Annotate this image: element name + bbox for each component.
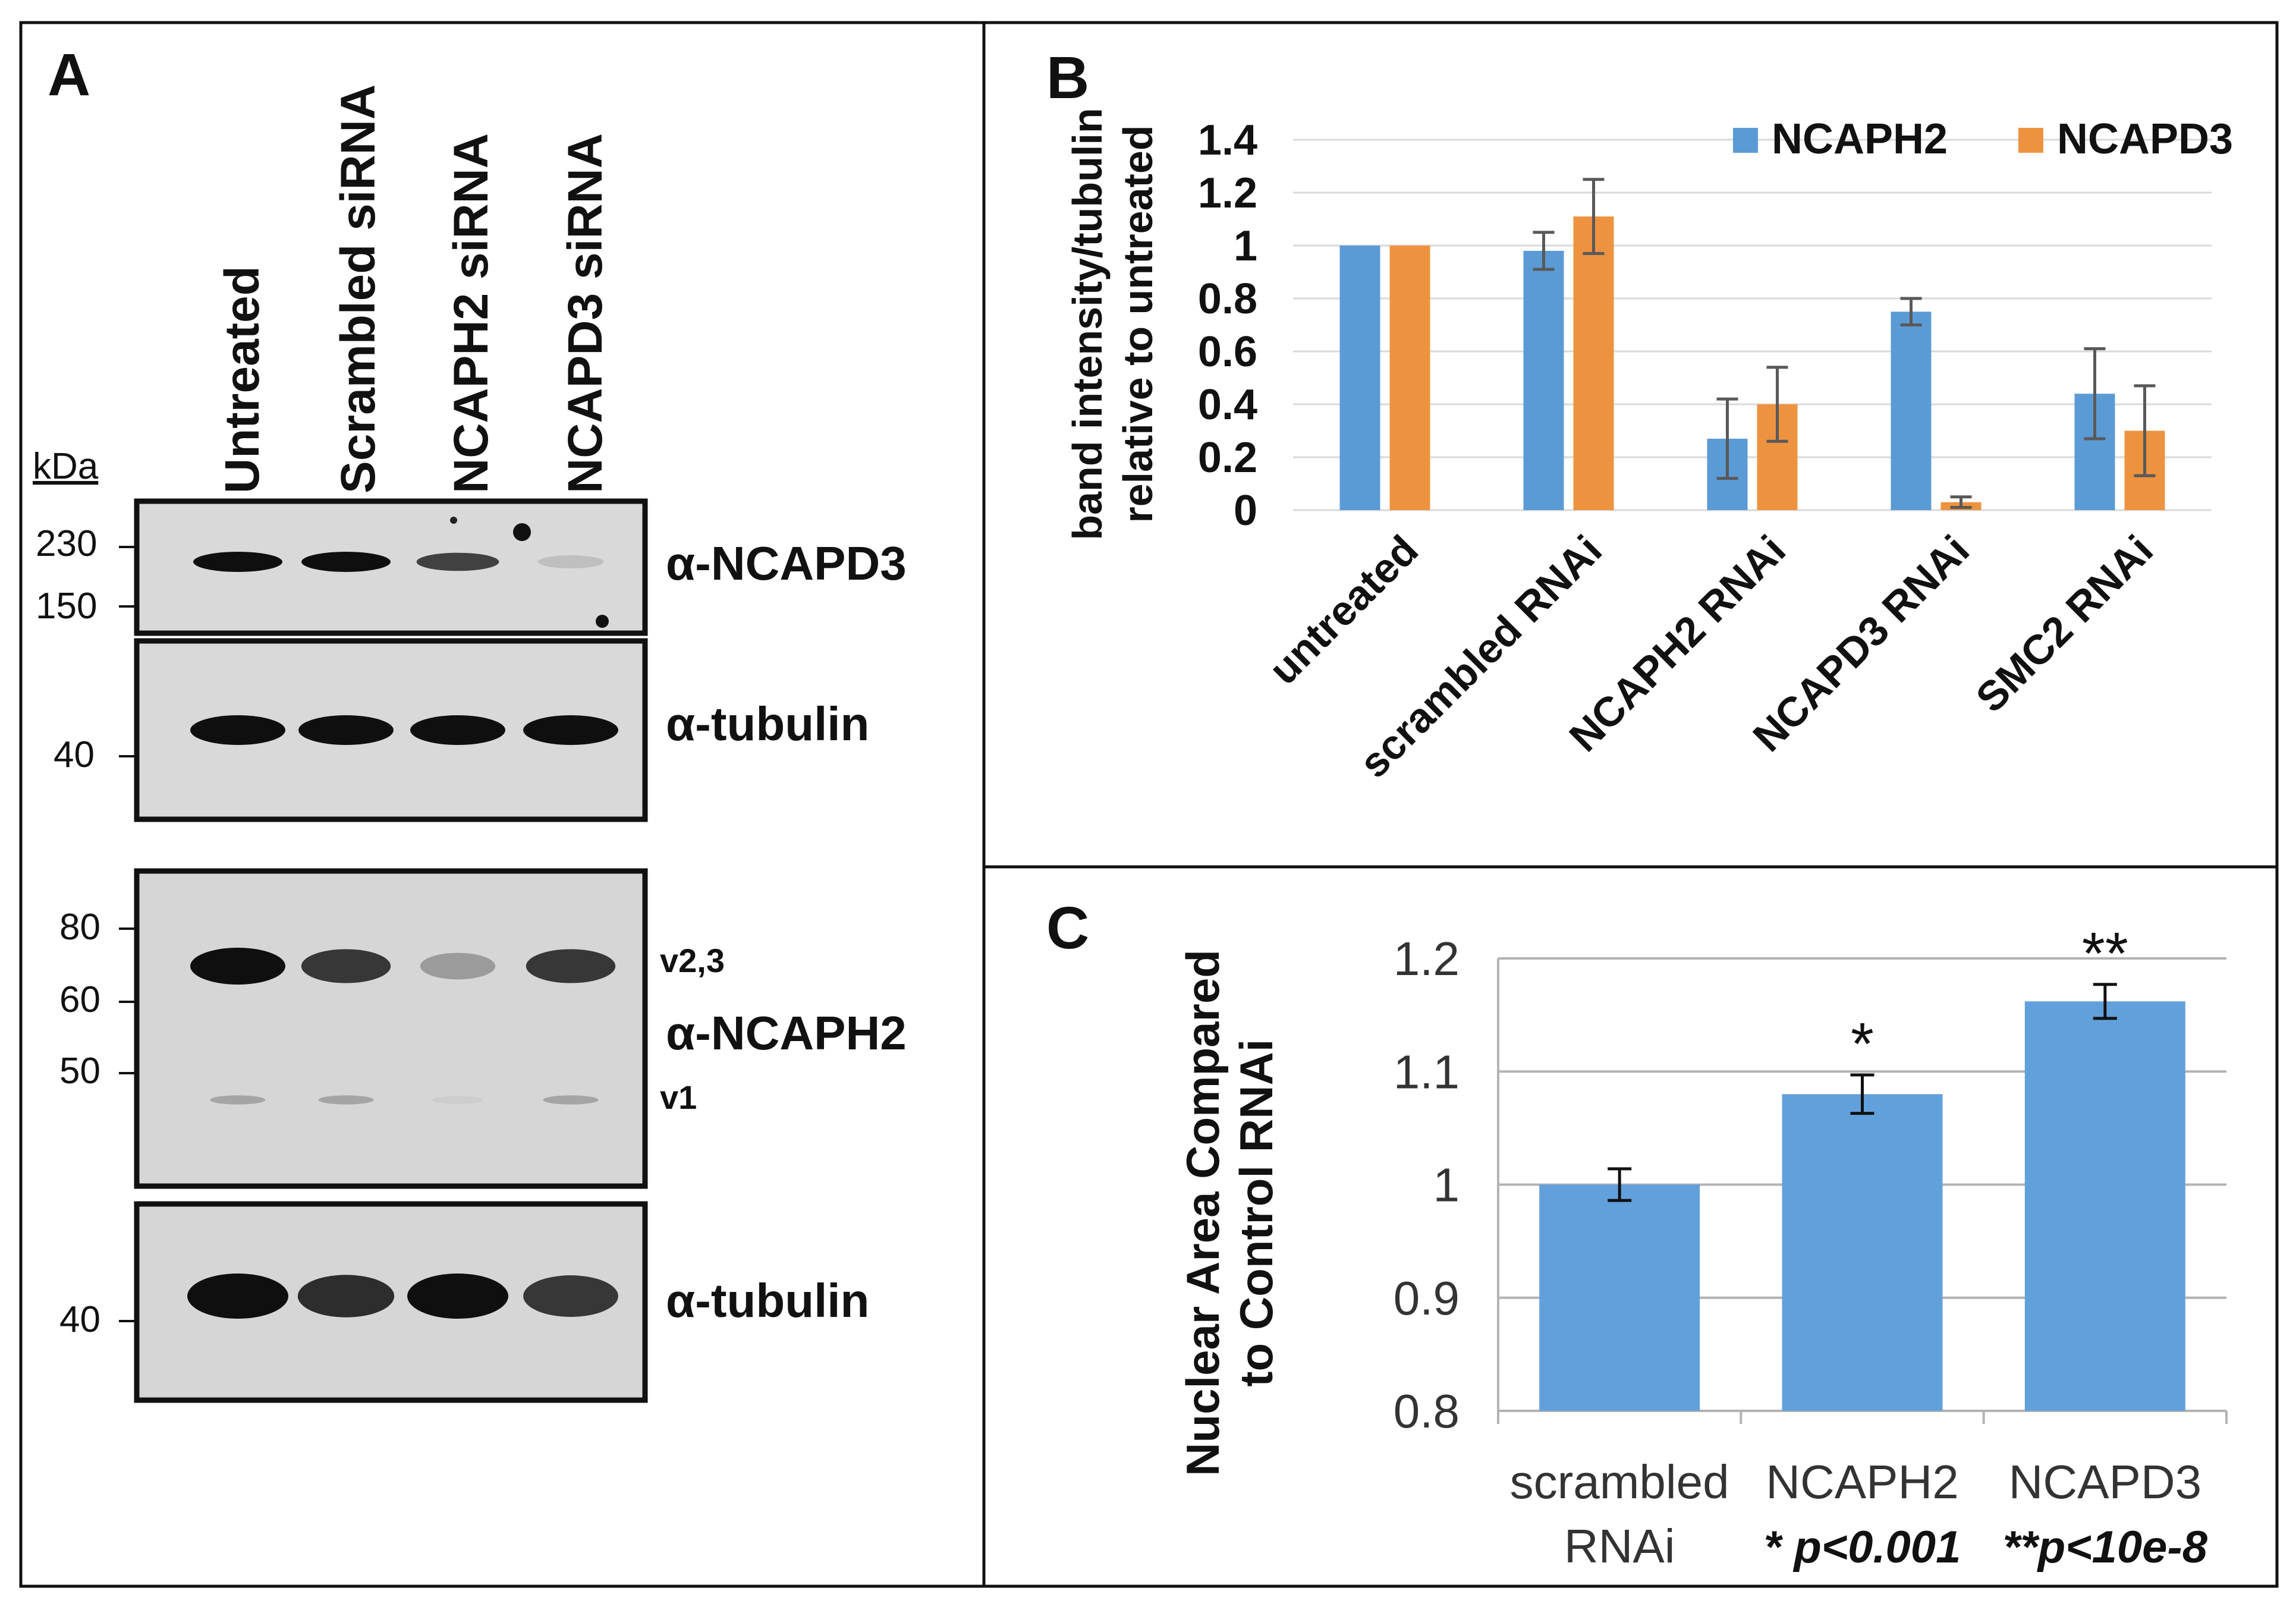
blot-band [410, 715, 505, 745]
bar [1891, 312, 1932, 510]
y-tick-label: 0.2 [1198, 434, 1257, 482]
marker-label: 60 [59, 979, 100, 1020]
y-tick-label: 1 [1433, 1159, 1460, 1212]
blot-band [301, 552, 391, 572]
blot-speck [513, 523, 531, 541]
blot-band [193, 552, 282, 572]
marker-label: 40 [54, 734, 95, 775]
lane-label: NCAPD3 siRNA [558, 133, 612, 493]
marker-label: 230 [36, 523, 97, 564]
legend-label: NCAPH2 [1772, 115, 1948, 163]
blot-band [210, 1095, 266, 1105]
blot-band [190, 948, 285, 985]
blot-band [537, 555, 604, 569]
variant-label: v1 [660, 1079, 697, 1116]
y-axis-label: Nuclear Area Compared [1177, 949, 1229, 1476]
blot-band [420, 952, 496, 980]
blot-band [301, 949, 391, 983]
significance-marker: * [1851, 1011, 1874, 1077]
antibody-label: α-NCAPH2 [666, 1007, 907, 1059]
x-tick-label: NCAPH2 [1766, 1455, 1959, 1508]
bar [1339, 246, 1380, 510]
blot-band [432, 1096, 483, 1104]
lane-label: Scrambled siRNA [331, 84, 385, 493]
y-tick-label: 1 [1234, 222, 1257, 270]
panel-b-label: B [1046, 45, 1089, 111]
blot-band [407, 1274, 508, 1319]
kda-label: kDa [33, 446, 99, 487]
legend-swatch [1733, 128, 1758, 153]
y-tick-label: 1.1 [1394, 1045, 1460, 1098]
blot-band [298, 715, 394, 745]
blot-speck [450, 517, 457, 524]
blot-band [523, 1275, 618, 1317]
blot-ncapd3: 230 150 α-NCAPD3 [36, 498, 907, 636]
blot-tubulin-1: 40 α-tubulin [54, 638, 869, 822]
antibody-label: α-NCAPD3 [666, 537, 907, 590]
blot-band [187, 1274, 288, 1319]
panel-a-label: A [48, 42, 90, 108]
marker-label: 150 [36, 586, 97, 627]
blot-band [526, 949, 616, 983]
blot-band [297, 1275, 395, 1318]
bar [2024, 1001, 2185, 1411]
lane-label: NCAPH2 siRNA [444, 133, 498, 493]
y-tick-label: 1.4 [1198, 117, 1257, 164]
p-value-label: **p<10e-8 [2003, 1522, 2208, 1573]
y-tick-label: 0.8 [1198, 275, 1257, 323]
blot-band [318, 1095, 374, 1105]
blot-band [523, 715, 618, 745]
panel-b: B band intensity/tubulin relative to unt… [982, 21, 2279, 869]
antibody-label: α-tubulin [666, 697, 869, 750]
bar [1523, 250, 1564, 510]
x-tick-label: RNAi [1564, 1520, 1675, 1573]
panel-c-border [982, 865, 2279, 1588]
bar [1539, 1184, 1700, 1411]
y-tick-label: 0 [1234, 487, 1257, 534]
marker-label: 40 [59, 1299, 100, 1340]
blot-band [543, 1095, 599, 1105]
y-axis-label: relative to untreated [1115, 125, 1161, 523]
y-tick-label: 0.6 [1198, 328, 1257, 376]
variant-label: v2,3 [660, 942, 725, 979]
marker-label: 50 [59, 1051, 100, 1092]
legend-label: NCAPD3 [2057, 115, 2233, 163]
blot-ncaph2: 80 60 50 v2,3 α-NCAPH2 v1 [59, 868, 907, 1189]
legend-swatch [2018, 128, 2043, 153]
bar [1573, 216, 1614, 510]
p-value-label: * p<0.001 [1764, 1522, 1961, 1573]
panel-c: C Nuclear Area Compared to Control RNAi … [982, 865, 2279, 1588]
panel-c-label: C [1046, 895, 1089, 961]
y-tick-label: 0.4 [1198, 381, 1257, 429]
y-tick-label: 1.2 [1198, 169, 1257, 217]
marker-label: 80 [59, 907, 100, 948]
significance-marker: ** [2082, 920, 2128, 987]
y-tick-label: 0.8 [1394, 1385, 1460, 1438]
bar [1782, 1094, 1943, 1411]
blot-frame [134, 868, 648, 1189]
y-tick-label: 0.9 [1394, 1272, 1460, 1325]
blot-tubulin-2: 40 α-tubulin [59, 1201, 869, 1403]
x-tick-label: scrambled [1510, 1455, 1729, 1508]
bar [1389, 246, 1430, 510]
y-axis-label: to Control RNAi [1230, 1039, 1282, 1387]
x-tick-label: NCAPD3 [2009, 1455, 2202, 1508]
lane-label: Untreated [215, 266, 269, 493]
x-tick-label: untreated [1260, 526, 1427, 693]
blot-band [416, 552, 499, 571]
antibody-label: α-tubulin [666, 1274, 869, 1327]
y-tick-label: 1.2 [1394, 932, 1460, 985]
blot-band [190, 715, 285, 745]
panel-a: A Untreated Scrambled siRNA NCAPH2 siRNA… [19, 21, 986, 1588]
y-axis-label: band intensity/tubulin [1064, 108, 1111, 540]
x-tick-label: SMC2 RNAi [1967, 526, 2162, 721]
blot-speck [596, 615, 609, 628]
